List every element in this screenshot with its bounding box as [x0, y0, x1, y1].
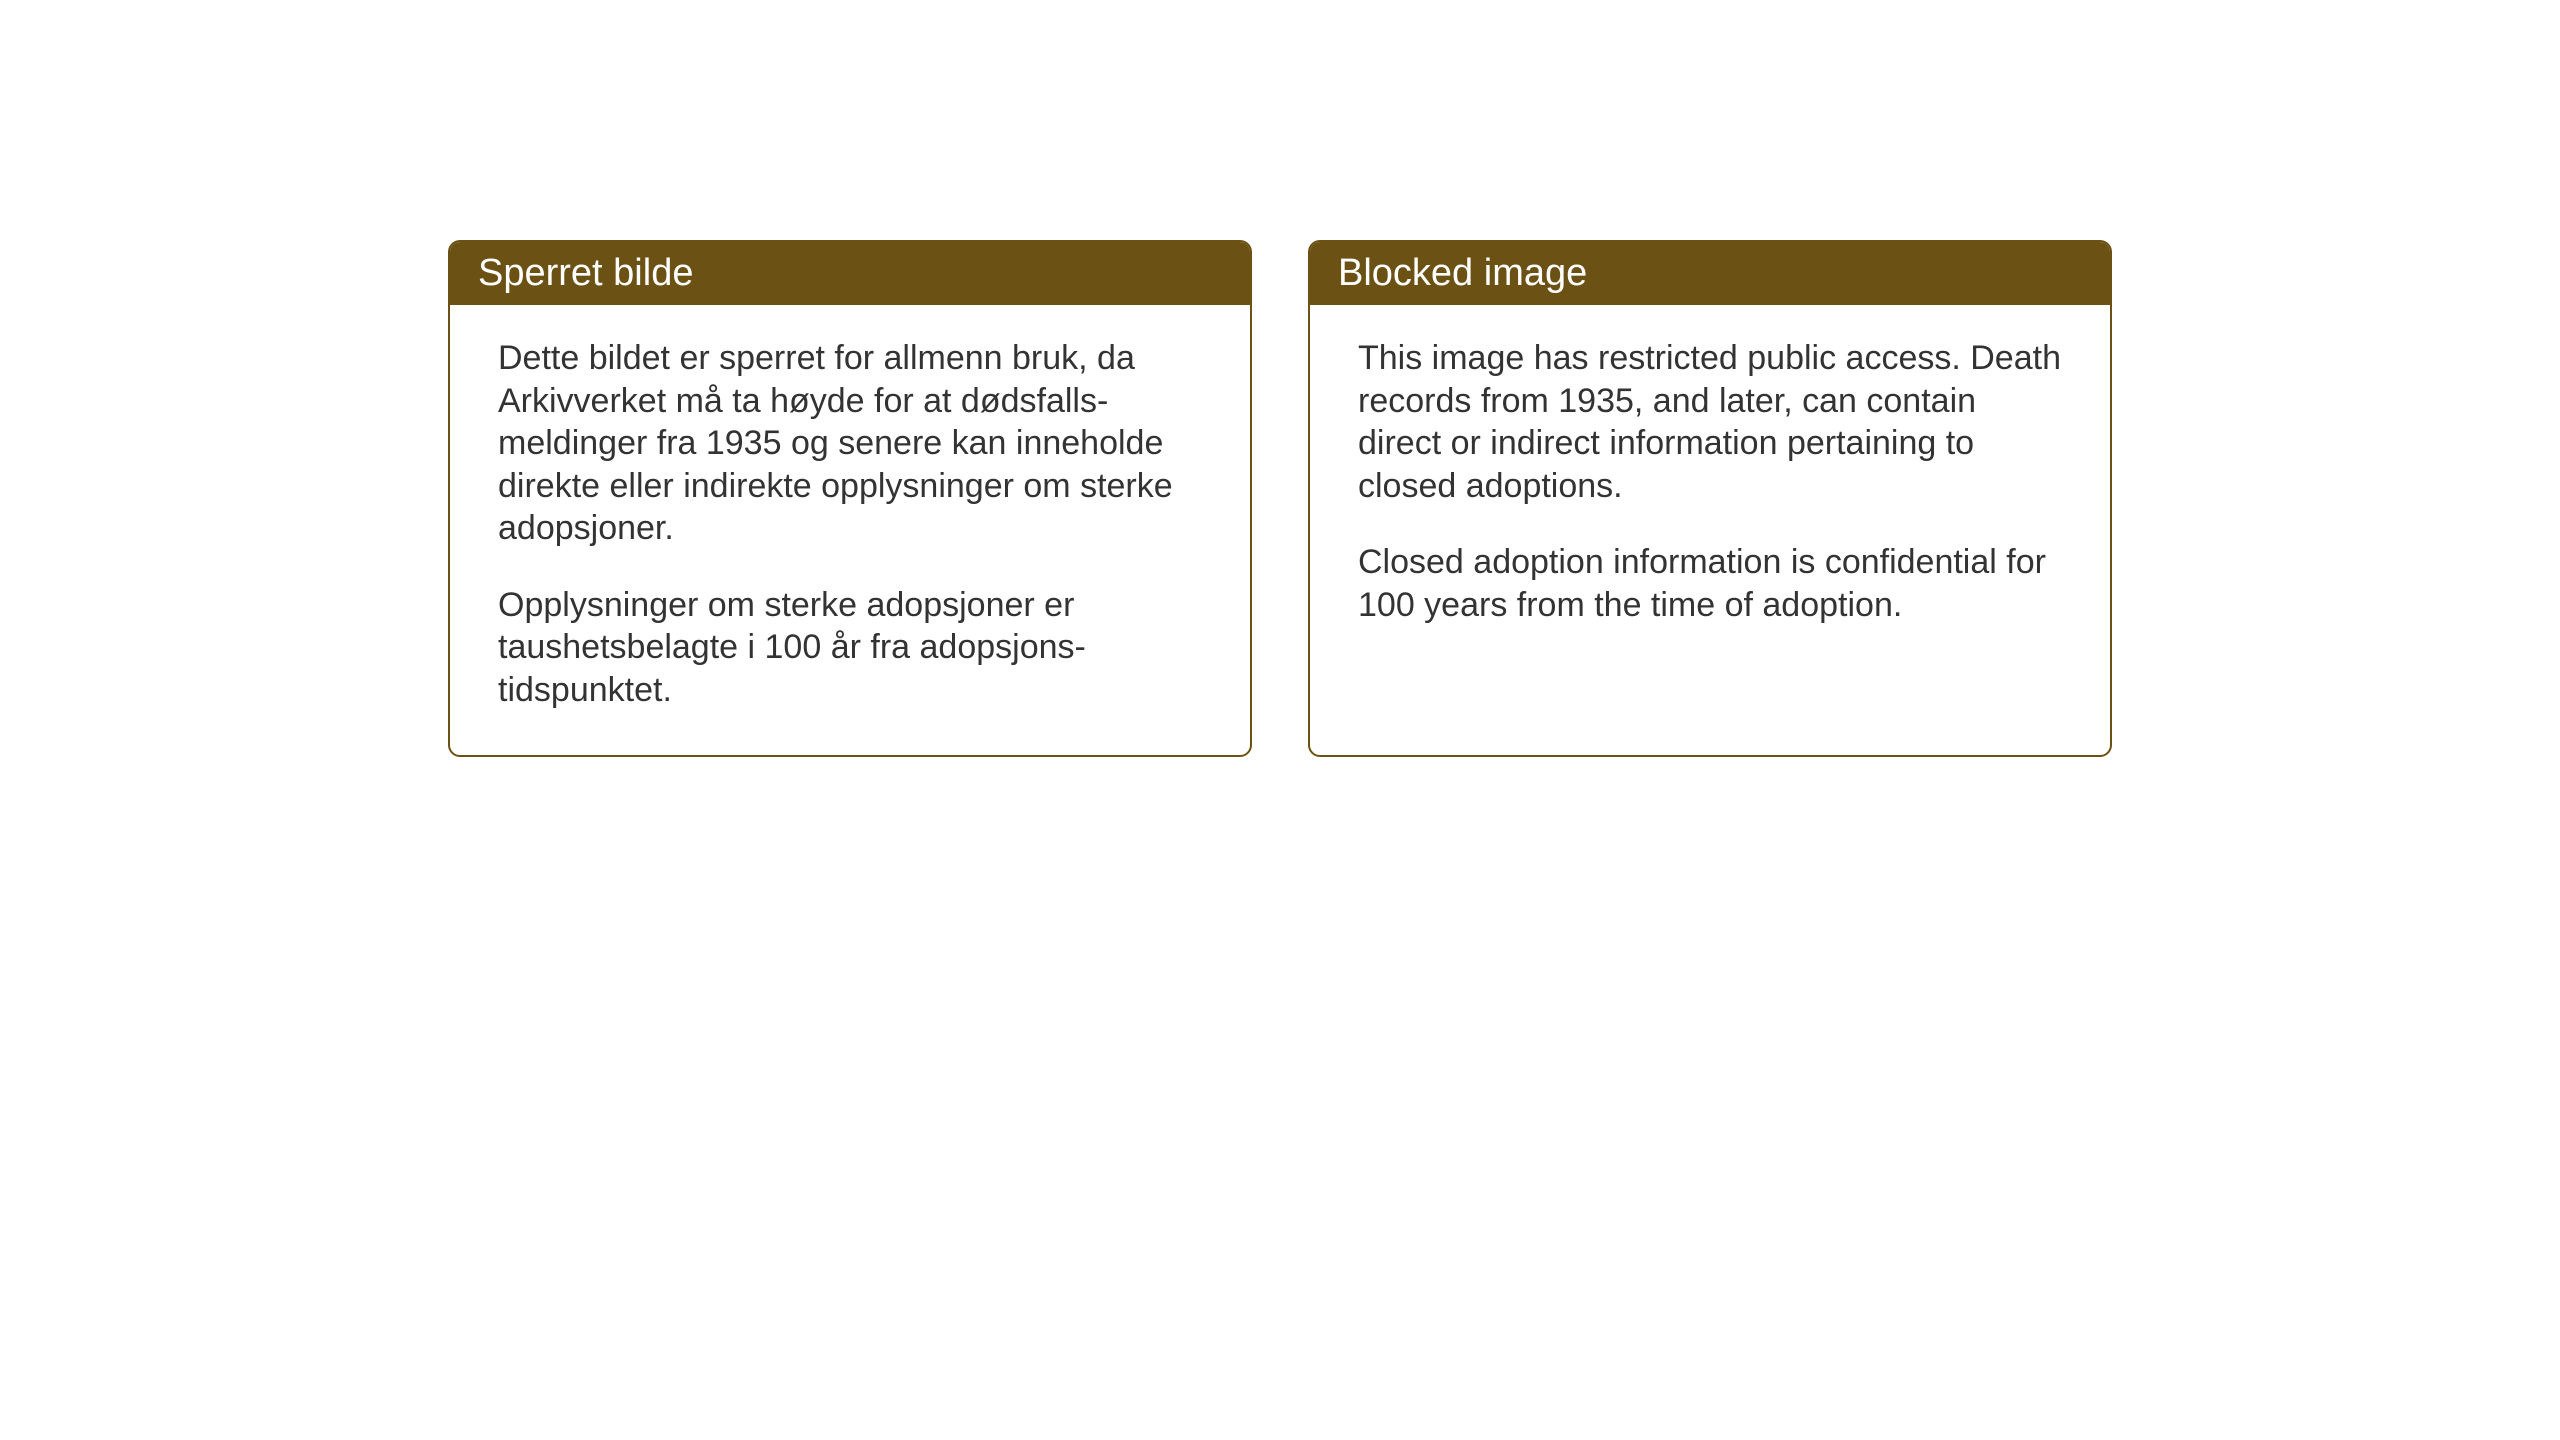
notice-body-norwegian: Dette bildet er sperret for allmenn bruk…: [450, 305, 1250, 755]
notice-body-english: This image has restricted public access.…: [1310, 305, 2110, 670]
notice-card-norwegian: Sperret bilde Dette bildet er sperret fo…: [448, 240, 1252, 757]
notice-header-english: Blocked image: [1310, 242, 2110, 305]
notice-paragraph: Dette bildet er sperret for allmenn bruk…: [498, 337, 1202, 550]
notice-paragraph: This image has restricted public access.…: [1358, 337, 2062, 507]
notice-card-english: Blocked image This image has restricted …: [1308, 240, 2112, 757]
notice-header-norwegian: Sperret bilde: [450, 242, 1250, 305]
notice-title: Blocked image: [1338, 252, 1587, 294]
notice-title: Sperret bilde: [478, 252, 693, 294]
notice-container: Sperret bilde Dette bildet er sperret fo…: [448, 240, 2112, 757]
notice-paragraph: Opplysninger om sterke adopsjoner er tau…: [498, 584, 1202, 712]
notice-paragraph: Closed adoption information is confident…: [1358, 541, 2062, 626]
